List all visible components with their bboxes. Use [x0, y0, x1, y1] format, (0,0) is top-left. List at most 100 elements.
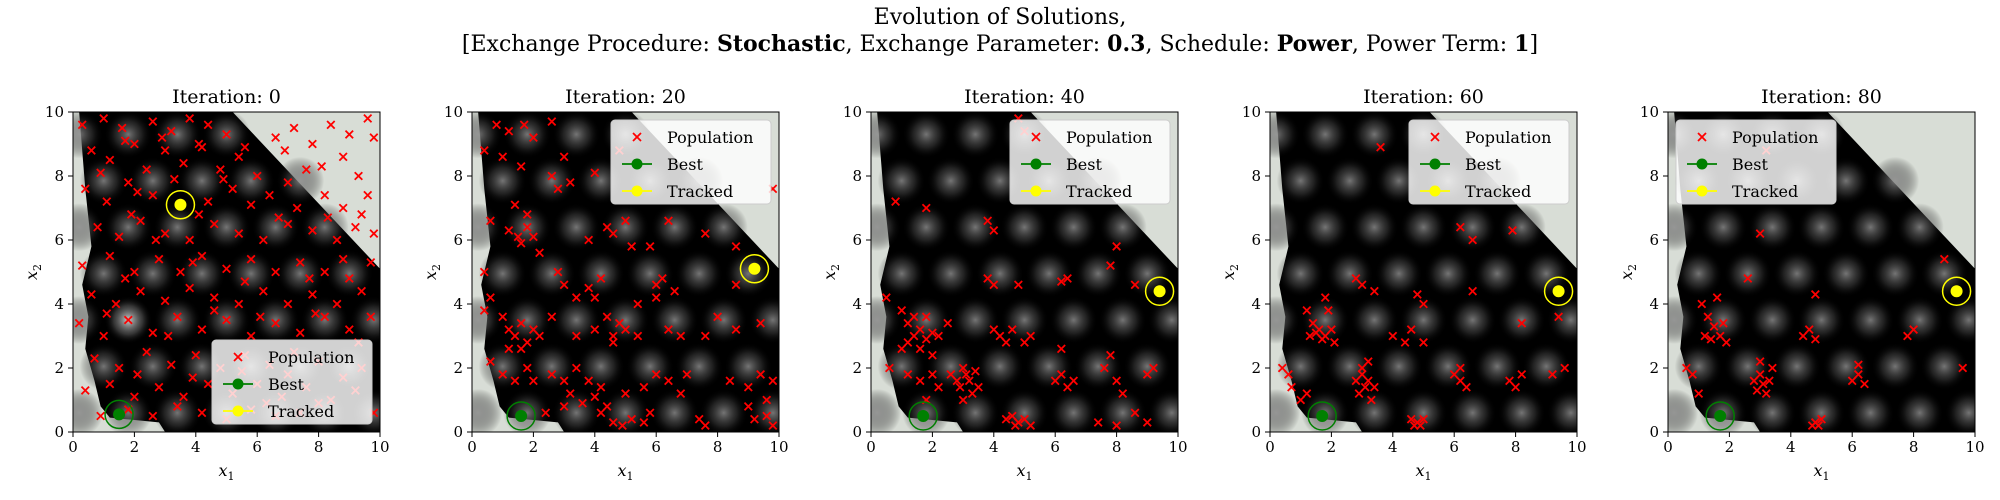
landscape-peak: [926, 156, 975, 205]
population-marker: [369, 133, 379, 143]
population-marker: [547, 369, 557, 379]
population-marker: [1388, 331, 1398, 341]
population-marker: [1112, 421, 1122, 431]
population-marker: [621, 389, 630, 399]
population-marker: [1767, 363, 1777, 373]
population-marker: [1755, 369, 1765, 379]
population-marker: [194, 209, 204, 219]
population-marker: [553, 184, 563, 194]
population-marker: [77, 120, 87, 130]
landscape-peak: [79, 156, 128, 205]
population-marker: [1419, 414, 1428, 424]
population-marker: [228, 184, 238, 194]
population-marker: [151, 235, 161, 245]
landscape-peak: [1270, 296, 1301, 344]
best-marker: [917, 410, 930, 422]
population-marker: [921, 334, 931, 344]
landscape-peak: [1668, 203, 1699, 252]
population-marker: [148, 328, 158, 338]
population-marker: [80, 385, 90, 395]
population-marker: [1001, 414, 1011, 424]
population-marker: [1400, 337, 1410, 347]
population-marker: [1149, 363, 1158, 373]
landscape-peak: [576, 249, 625, 298]
population-marker: [283, 177, 293, 187]
landscape-peak: [251, 296, 300, 344]
tracked-ring: [165, 190, 196, 220]
population-marker: [344, 129, 354, 139]
legend: Population Best Tracked: [1408, 119, 1570, 205]
population-marker: [234, 229, 244, 239]
population-marker: [590, 325, 600, 335]
landscape-peak: [1374, 249, 1423, 298]
y-tick-label: 2: [1251, 359, 1261, 377]
population-marker: [317, 161, 327, 171]
population-marker: [111, 299, 121, 309]
legend-box: [211, 339, 373, 425]
population-marker: [762, 411, 772, 421]
population-marker: [185, 235, 195, 245]
population-marker: [332, 235, 342, 245]
landscape-peak: [478, 249, 527, 298]
population-marker: [897, 305, 907, 315]
population-marker: [283, 219, 293, 229]
x-tick-label: 6: [1847, 438, 1857, 456]
subplot-title: Iteration: 0: [172, 86, 281, 108]
population-marker: [943, 318, 953, 328]
population-marker: [1323, 305, 1333, 315]
legend-tracked-marker: [631, 185, 643, 197]
landscape-peak: [1846, 203, 1895, 252]
population-marker: [363, 113, 373, 123]
landscape-peak: [1497, 203, 1546, 252]
landscape-peak: [626, 249, 675, 298]
population-marker: [639, 417, 649, 427]
population-marker: [1007, 325, 1017, 335]
figure-title-line2: [Exchange Procedure: Stochastic, Exchang…: [0, 31, 2000, 58]
population-marker: [664, 216, 673, 226]
population-marker: [578, 398, 587, 408]
landscape-peak: [276, 249, 325, 298]
population-marker: [1508, 225, 1517, 235]
population-marker: [1376, 142, 1385, 152]
population-marker: [743, 382, 753, 392]
population-marker: [584, 235, 594, 245]
title-value: Power: [1276, 31, 1352, 57]
landscape-peak: [349, 296, 380, 344]
x-axis-label: x1: [1016, 461, 1032, 483]
population-marker: [255, 312, 265, 322]
population-marker: [209, 219, 219, 229]
population-marker: [172, 401, 182, 411]
y-axis-label: x2: [22, 264, 44, 280]
population-marker: [651, 369, 661, 379]
landscape-peak: [177, 249, 226, 298]
landscape-peak: [1674, 342, 1723, 391]
x-axis-label: x1: [1415, 461, 1431, 483]
population-marker: [96, 168, 106, 178]
population-marker: [516, 344, 526, 354]
legend: Population Best Tracked: [211, 339, 373, 425]
y-tick-label: 6: [852, 231, 862, 249]
landscape-peak: [1424, 249, 1473, 298]
title-value: 1: [1514, 31, 1530, 57]
population-marker: [884, 363, 894, 373]
population-marker: [246, 254, 256, 264]
population-marker: [700, 331, 710, 341]
population-marker: [584, 283, 594, 293]
best-marker: [113, 408, 126, 421]
landscape-peak: [1049, 203, 1098, 252]
landscape-peak: [877, 156, 926, 205]
landscape-peak: [1000, 388, 1049, 432]
population-marker: [136, 216, 145, 226]
landscape-peak: [527, 156, 576, 205]
population-marker: [528, 376, 538, 386]
landscape-peak: [325, 249, 374, 298]
landscape-peak: [650, 388, 699, 432]
population-marker: [222, 315, 231, 325]
population-marker: [731, 280, 741, 290]
population-marker: [559, 152, 569, 162]
population-marker: [77, 261, 87, 271]
population-marker: [1419, 299, 1428, 309]
population-marker: [970, 366, 980, 376]
y-tick-label: 4: [1649, 295, 1659, 313]
population-marker: [123, 315, 133, 325]
